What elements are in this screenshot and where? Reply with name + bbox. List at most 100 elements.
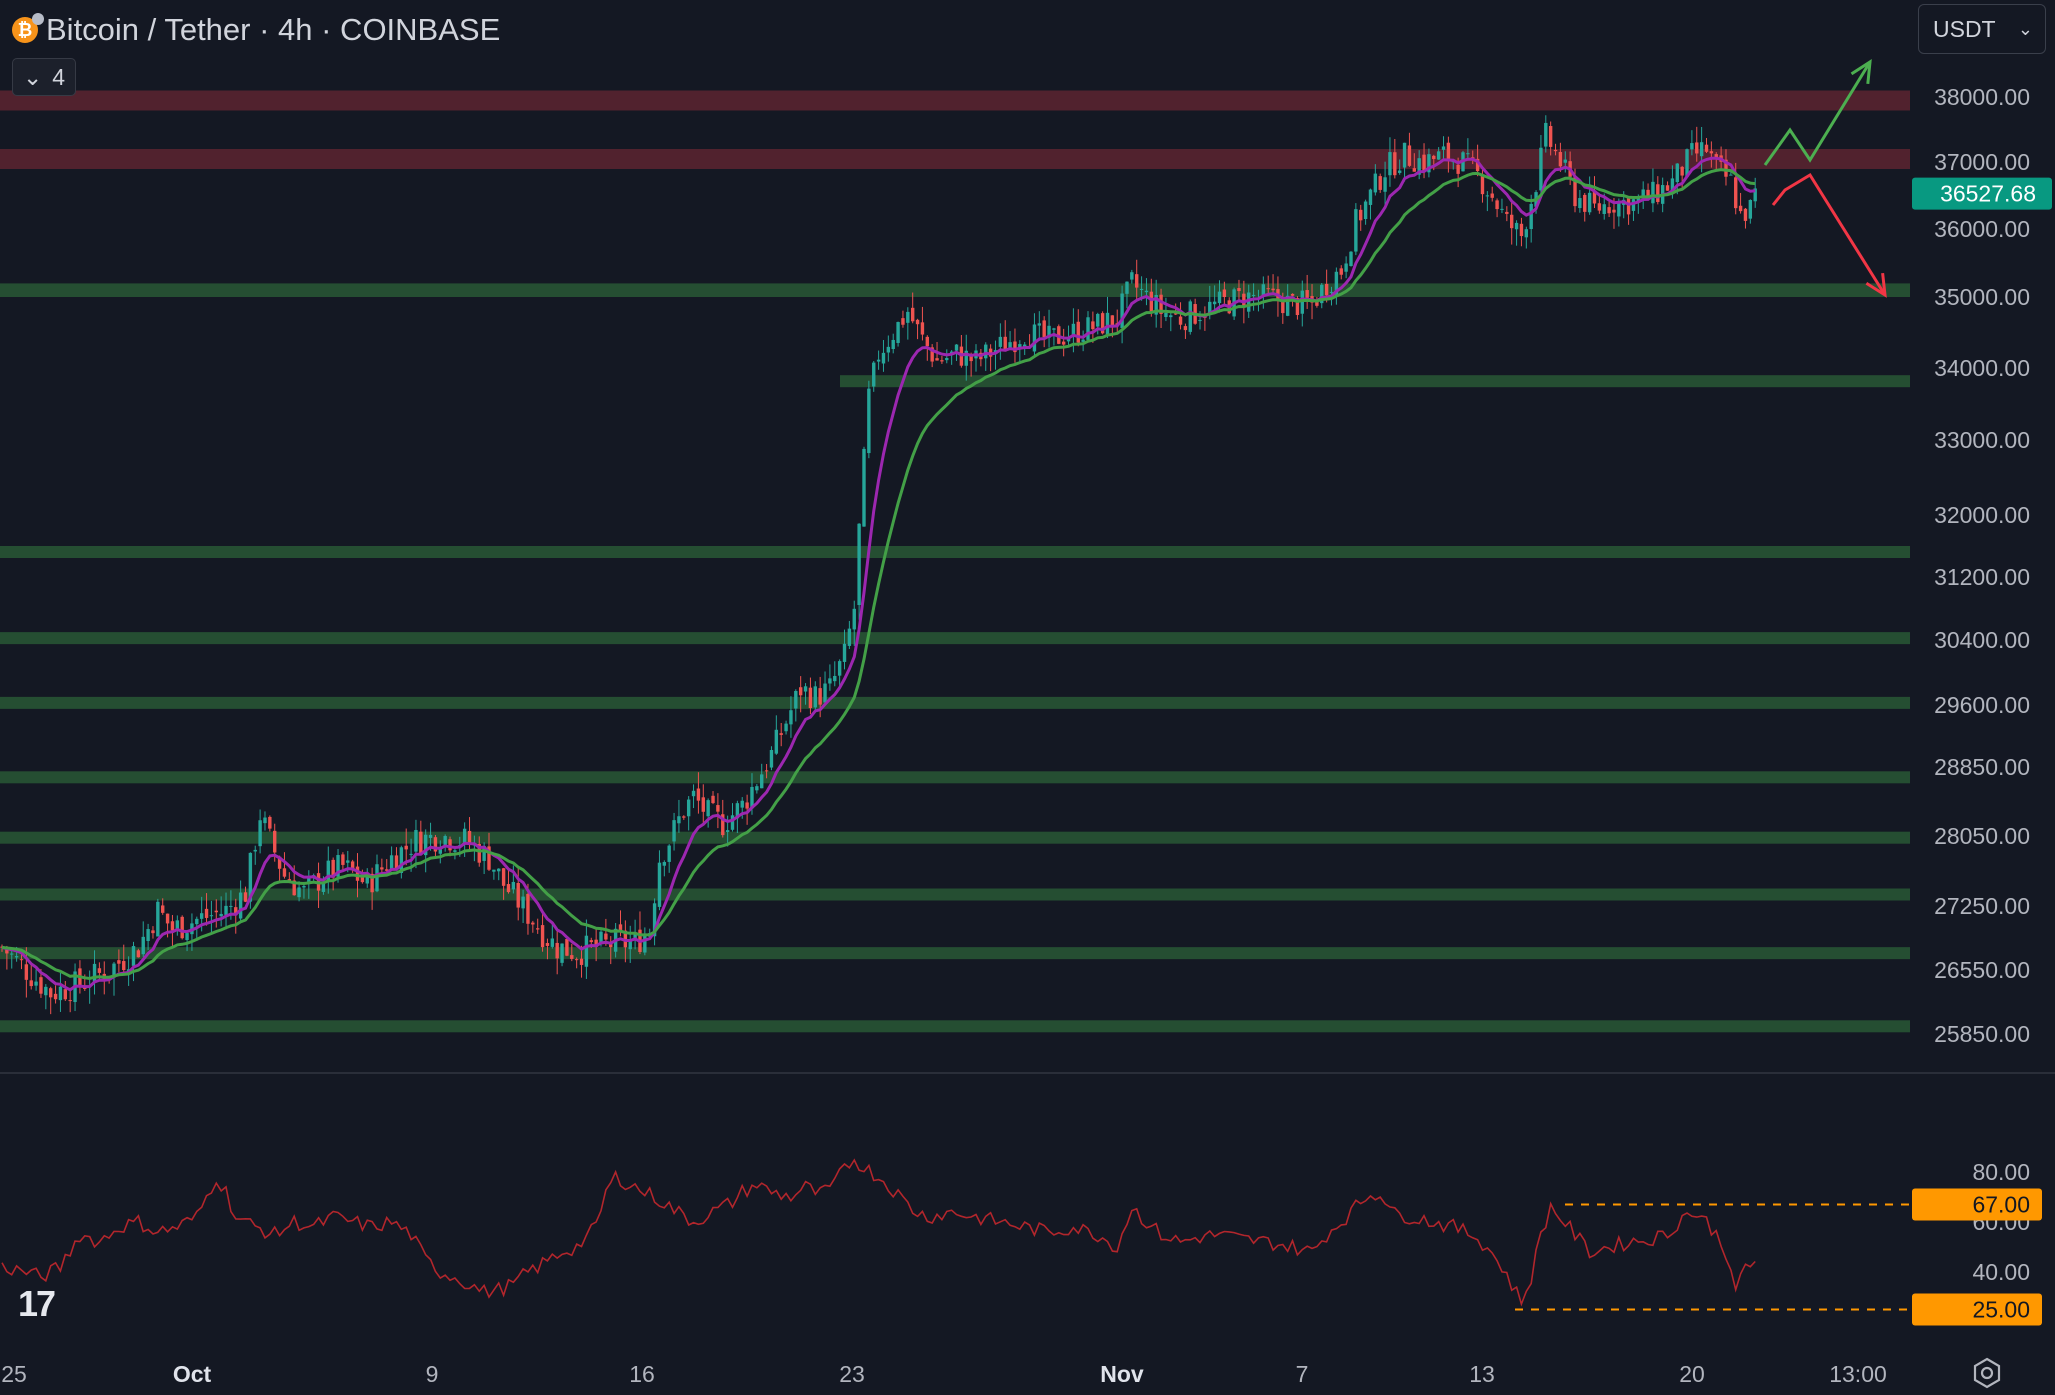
candle	[204, 893, 209, 926]
candle	[414, 819, 418, 869]
candle	[161, 898, 165, 915]
candle	[117, 949, 121, 973]
last-price-tag	[1912, 177, 2052, 210]
candle	[501, 867, 506, 900]
candle	[813, 681, 817, 711]
time-axis[interactable]: 25 Oct 9 16 23 Nov 7 13 20 13:00	[1, 1361, 1887, 1387]
candle	[1656, 176, 1660, 205]
candle	[1042, 316, 1046, 348]
candle	[579, 945, 584, 978]
candle	[862, 446, 866, 527]
time-tick-label: 13:00	[1829, 1361, 1887, 1387]
candle	[1724, 149, 1728, 186]
candle	[44, 984, 48, 1010]
candle	[984, 342, 988, 371]
candle	[506, 870, 511, 894]
candle	[760, 763, 764, 789]
symbol-title[interactable]: Bitcoin / Tether · 4h · COINBASE	[46, 12, 501, 47]
candle	[896, 321, 900, 347]
candle	[1397, 159, 1402, 175]
price-tick-label: 28850.00	[1934, 754, 2030, 780]
candle	[1651, 168, 1655, 213]
candle	[662, 860, 667, 877]
candle	[151, 926, 155, 939]
candle	[1402, 142, 1407, 182]
rsi-level-tag	[1912, 1293, 2042, 1326]
resistance-zone	[0, 149, 1910, 169]
tradingview-logo-icon[interactable]: 17	[18, 1283, 56, 1324]
candle	[63, 981, 68, 1001]
candle	[769, 746, 774, 771]
candle	[1008, 331, 1012, 350]
candle	[1363, 199, 1368, 225]
candle	[1349, 251, 1353, 267]
chart-header[interactable]: ₿ Bitcoin / Tether · 4h · COINBASE	[12, 10, 500, 50]
candle	[1373, 164, 1378, 196]
candle	[1169, 312, 1173, 332]
price-tick-label: 32000.00	[1934, 502, 2030, 528]
candle	[1149, 278, 1154, 317]
candle	[706, 798, 710, 828]
support-zone	[0, 632, 1910, 645]
candle	[988, 344, 993, 372]
candle	[1548, 121, 1553, 156]
candle	[1695, 126, 1699, 162]
candle	[1193, 298, 1197, 325]
candle	[1407, 132, 1412, 167]
candle	[1466, 138, 1470, 160]
exchange-badge-icon	[32, 13, 44, 25]
bullish-projection-arrow	[1763, 61, 1872, 166]
candle	[789, 696, 793, 738]
settings-icon[interactable]	[1970, 1356, 2004, 1390]
candle	[930, 344, 934, 368]
candle	[1096, 312, 1100, 335]
candle	[58, 972, 63, 1012]
candle	[545, 938, 550, 960]
candle	[876, 350, 881, 370]
candle	[214, 899, 218, 928]
candle	[1393, 138, 1397, 179]
candle	[282, 852, 287, 879]
support-zone	[0, 696, 1910, 709]
price-axis[interactable]: 38000.00 37000.00 36000.00 35000.00 34000.00…	[1912, 84, 2052, 1047]
time-tick-label: 9	[426, 1361, 439, 1387]
candle	[531, 920, 535, 933]
candle	[998, 323, 1003, 360]
candle	[1738, 192, 1743, 214]
candle	[536, 918, 540, 934]
candle	[1524, 226, 1529, 249]
candle	[959, 335, 964, 368]
bitcoin-icon: ₿	[12, 13, 44, 43]
currency-select[interactable]: USDT ⌄	[1918, 4, 2046, 54]
candle	[53, 985, 58, 1004]
candle	[701, 784, 705, 825]
candle	[1154, 279, 1158, 328]
candle	[798, 676, 803, 713]
support-zone	[0, 771, 1910, 784]
candle	[711, 791, 715, 805]
rsi-line	[1, 1158, 1756, 1307]
last-price-label: 36527.68	[1940, 181, 2036, 207]
candle	[857, 523, 861, 620]
candle	[1013, 328, 1017, 363]
support-zone	[0, 831, 1910, 844]
candle	[331, 857, 335, 891]
candle	[389, 846, 394, 872]
candle	[847, 620, 852, 650]
candle	[29, 962, 33, 990]
support-zone	[840, 375, 1910, 388]
candle	[34, 969, 38, 991]
zones-layer	[0, 90, 1910, 1033]
candle	[1685, 148, 1689, 179]
candle	[691, 784, 696, 809]
candle	[570, 943, 574, 962]
candle	[652, 898, 657, 946]
candle	[1388, 137, 1392, 187]
ema-layer	[1, 156, 1756, 992]
candle	[1354, 203, 1358, 256]
candle	[910, 292, 915, 324]
indicators-collapse-button[interactable]: ⌄ 4	[12, 58, 77, 96]
price-tick-label: 36000.00	[1934, 216, 2030, 242]
